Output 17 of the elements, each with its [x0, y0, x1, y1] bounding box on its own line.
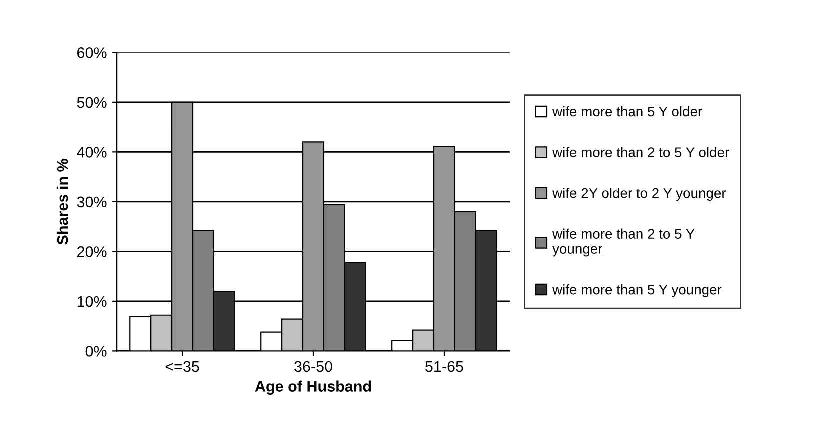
y-tick-label: 50%	[77, 97, 107, 108]
legend-label: wife more than 2 to 5 Y older	[552, 147, 730, 158]
x-axis-title: Age of Husband	[255, 380, 372, 396]
legend-label: wife 2Y older to 2 Y younger	[552, 188, 726, 202]
y-tick-label: 40%	[77, 147, 107, 158]
y-tick-label: 60%	[78, 48, 107, 58]
legend-label: wife more than 2 to 5 Y younger	[552, 228, 695, 257]
legend-label: wife more than 5 Y older	[552, 106, 702, 117]
legend-label: wife more than 5 Y younger	[552, 284, 722, 298]
y-tick-label: 10%	[78, 296, 107, 308]
x-tick-label: 51-65	[426, 361, 464, 372]
y-tick-label: 20%	[78, 246, 107, 258]
y-tick-label: 0%	[86, 346, 107, 357]
x-tick-label: 36-50	[294, 361, 332, 372]
y-axis-title: Shares in %	[56, 159, 68, 245]
x-tick-label: <=35	[166, 361, 200, 372]
y-tick-label: 30%	[77, 196, 107, 208]
